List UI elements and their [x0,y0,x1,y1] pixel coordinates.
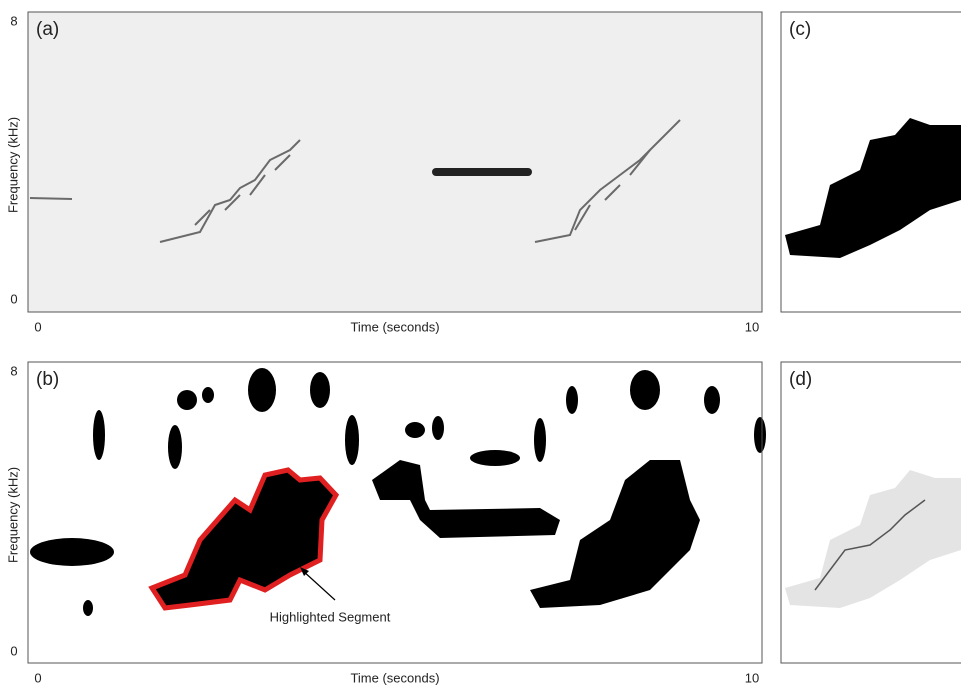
x-tick-label: 0 [34,670,41,685]
annotation: Highlighted Segment [270,609,391,624]
annotation-arrow [302,570,335,600]
tone [432,168,532,176]
y-axis-label: Frequency (kHz) [5,117,20,213]
x-tick-label: 0 [34,319,41,334]
panel-c: (c) [781,12,961,312]
panel-b: Highlighted Segment (b) 8 0 0 10 Time (s… [5,362,766,685]
highlighted-segment [152,470,336,608]
figure: (a) 8 0 0 10 Time (seconds) Frequency (k… [0,0,961,687]
y-tick-label: 0 [10,291,17,306]
segments [30,368,766,616]
y-tick-label: 8 [10,363,17,378]
x-axis-label: Time (seconds) [350,319,439,334]
segment-masked [785,470,961,608]
panel-a: (a) 8 0 0 10 Time (seconds) Frequency (k… [5,12,762,334]
y-tick-label: 0 [10,643,17,658]
panel-d: (d) [781,362,961,663]
y-tick-label: 8 [10,13,17,28]
segment-mask [785,118,961,258]
spectrogram-background [28,12,762,312]
x-tick-label: 10 [745,319,759,334]
panel-label: (c) [789,19,811,40]
y-axis-label: Frequency (kHz) [5,467,20,563]
panel-label: (b) [36,369,59,390]
x-tick-label: 10 [745,670,759,685]
panel-label: (d) [789,369,812,390]
x-axis-label: Time (seconds) [350,670,439,685]
panel-label: (a) [36,19,59,40]
